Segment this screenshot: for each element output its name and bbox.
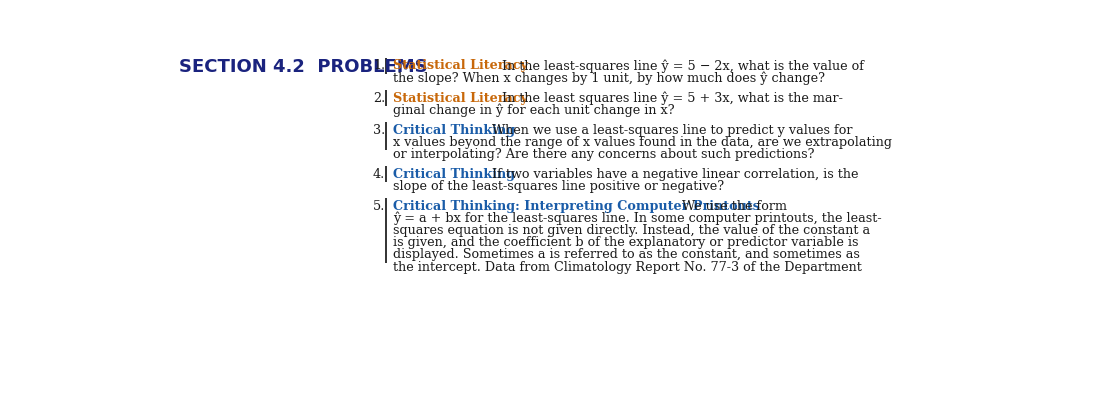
Text: or interpolating? Are there any concerns about such predictions?: or interpolating? Are there any concerns…: [394, 147, 815, 160]
Text: In the least squares line ŷ = 5 + 3x, what is the mar-: In the least squares line ŷ = 5 + 3x, wh…: [498, 91, 843, 105]
Text: In the least-squares line ŷ = 5 − 2x, what is the value of: In the least-squares line ŷ = 5 − 2x, wh…: [498, 60, 864, 73]
Text: 3.: 3.: [373, 123, 385, 136]
Text: ginal change in ŷ for each unit change in x?: ginal change in ŷ for each unit change i…: [394, 103, 675, 117]
Text: Critical Thinking: Interpreting Computer Printouts: Critical Thinking: Interpreting Computer…: [394, 199, 761, 212]
Text: 5.: 5.: [373, 199, 386, 212]
Text: ŷ = a + bx for the least-squares line. In some computer printouts, the least-: ŷ = a + bx for the least-squares line. I…: [394, 211, 882, 225]
Text: Statistical Literacy: Statistical Literacy: [394, 91, 528, 104]
Text: 4.: 4.: [373, 167, 385, 180]
Text: If two variables have a negative linear correlation, is the: If two variables have a negative linear …: [488, 167, 858, 180]
Text: the slope? When x changes by 1 unit, by how much does ŷ change?: the slope? When x changes by 1 unit, by …: [394, 72, 825, 85]
Text: x values beyond the range of x values found in the data, are we extrapolating: x values beyond the range of x values fo…: [394, 135, 892, 148]
Text: We use the form: We use the form: [677, 199, 786, 212]
Text: displayed. Sometimes a is referred to as the constant, and sometimes as: displayed. Sometimes a is referred to as…: [394, 248, 860, 261]
Text: Critical Thinking: Critical Thinking: [394, 167, 515, 180]
Text: squares equation is not given directly. Instead, the value of the constant a: squares equation is not given directly. …: [394, 224, 871, 237]
Text: When we use a least-squares line to predict y values for: When we use a least-squares line to pred…: [488, 123, 852, 136]
Text: 1.: 1.: [373, 60, 385, 72]
Text: SECTION 4.2  PROBLEMS: SECTION 4.2 PROBLEMS: [179, 58, 428, 76]
Text: Statistical Literacy: Statistical Literacy: [394, 60, 528, 72]
Text: 2.: 2.: [373, 91, 385, 104]
Text: slope of the least-squares line positive or negative?: slope of the least-squares line positive…: [394, 179, 724, 192]
Text: the intercept. Data from Climatology Report No. 77-3 of the Department: the intercept. Data from Climatology Rep…: [394, 260, 862, 273]
Text: Critical Thinking: Critical Thinking: [394, 123, 515, 136]
Text: is given, and the coefficient b of the explanatory or predictor variable is: is given, and the coefficient b of the e…: [394, 236, 858, 249]
